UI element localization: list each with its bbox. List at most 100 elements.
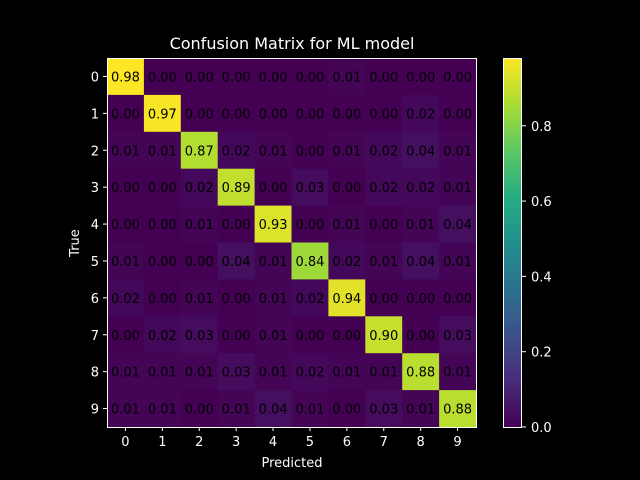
x-tick-label-7: 7: [380, 435, 388, 450]
heatmap-cell-r6-c1: [143, 279, 182, 317]
heatmap-cell-r1-c4: [254, 94, 293, 133]
cell-label-r1-c4: 0.00: [259, 107, 288, 122]
heatmap-cell-r2-c5: [291, 131, 329, 170]
y-tick-label-4: 4: [91, 218, 99, 233]
heatmap-cell-r8-c3: [217, 353, 256, 391]
cell-label-r7-c0: 0.00: [111, 329, 140, 344]
heatmap-cell-r4-c6: [328, 205, 366, 244]
heatmap-cell-r7-c3: [217, 316, 256, 354]
cell-label-r4-c5: 0.00: [295, 218, 324, 233]
heatmap-cell-r4-c4: [254, 205, 293, 244]
heatmap-cell-r7-c6: [328, 316, 366, 354]
heatmap-cell-r0-c6: [328, 58, 366, 96]
heatmap-cell-r7-c2: [180, 316, 219, 354]
x-tick-label-9: 9: [453, 435, 461, 450]
cell-label-r1-c6: 0.00: [332, 107, 361, 122]
cell-label-r8-c4: 0.01: [259, 366, 288, 381]
heatmap-cell-r1-c7: [365, 94, 403, 133]
y-axis-ticks: 0 1 2 3 4 5 6 7 8 9: [91, 70, 107, 418]
cell-label-r8-c8: 0.88: [406, 366, 435, 381]
heatmap-cell-r3-c6: [328, 168, 366, 207]
heatmap-cell-r5-c3: [217, 242, 256, 280]
cell-label-r3-c8: 0.02: [406, 181, 435, 196]
cell-label-r1-c3: 0.00: [222, 107, 251, 122]
x-tick-label-1: 1: [158, 435, 166, 450]
cell-label-r4-c4: 0.93: [259, 218, 288, 233]
cell-label-r4-c3: 0.00: [222, 218, 251, 233]
cell-label-r1-c7: 0.00: [369, 107, 398, 122]
cell-label-r5-c7: 0.01: [369, 255, 398, 270]
heatmap-cell-r7-c8: [402, 316, 440, 354]
cell-label-r2-c1: 0.01: [148, 144, 177, 159]
cell-label-r4-c6: 0.01: [332, 218, 361, 233]
cell-label-r3-c3: 0.89: [222, 181, 251, 196]
cell-label-r2-c7: 0.02: [369, 144, 398, 159]
cell-label-r9-c2: 0.00: [185, 403, 214, 418]
heatmap-cell-r8-c1: [143, 353, 182, 391]
heatmap-cell-r2-c0: [107, 131, 145, 170]
cell-label-r7-c5: 0.00: [295, 329, 324, 344]
x-tick-label-0: 0: [121, 435, 129, 450]
heatmap-cell-r2-c9: [439, 131, 477, 170]
heatmap-cell-r2-c6: [328, 131, 366, 170]
x-tick-label-4: 4: [269, 435, 277, 450]
cell-label-r9-c4: 0.04: [259, 403, 288, 418]
heatmap-cell-r0-c5: [291, 58, 329, 96]
heatmap-cell-r3-c7: [365, 168, 403, 207]
heatmap-cell-r6-c5: [291, 279, 329, 317]
heatmap-cell-r2-c4: [254, 131, 293, 170]
heatmap-cell-r6-c3: [217, 279, 256, 317]
heatmap-cell-r8-c9: [439, 353, 477, 391]
cell-label-r2-c2: 0.87: [185, 144, 214, 159]
heatmap-cell-r0-c8: [402, 58, 440, 96]
heatmap-cell-r1-c0: [107, 94, 145, 133]
cell-label-r0-c9: 0.00: [443, 70, 472, 85]
colorbar-tick-label-0: 0.0: [531, 421, 552, 436]
cell-label-r5-c4: 0.01: [259, 255, 288, 270]
heatmap-cell-r8-c2: [180, 353, 219, 391]
cell-label-r3-c4: 0.00: [259, 181, 288, 196]
cell-label-r0-c5: 0.00: [295, 70, 324, 85]
heatmap-cell-r6-c0: [107, 279, 145, 317]
heatmap-cell-r9-c6: [328, 390, 366, 428]
y-axis-label: True: [68, 229, 83, 258]
cell-label-r5-c1: 0.00: [148, 255, 177, 270]
heatmap-cell-r1-c8: [402, 94, 440, 133]
cell-label-r3-c1: 0.00: [148, 181, 177, 196]
heatmap-cell-r4-c2: [180, 205, 219, 244]
heatmap-cell-r5-c8: [402, 242, 440, 280]
cell-label-r4-c1: 0.00: [148, 218, 177, 233]
cell-label-r8-c5: 0.02: [295, 366, 324, 381]
cell-label-r0-c1: 0.00: [148, 70, 177, 85]
cell-label-r0-c6: 0.01: [332, 70, 361, 85]
heatmap-cell-r8-c8: [402, 353, 440, 391]
y-tick-label-9: 9: [91, 403, 99, 418]
y-tick-label-0: 0: [91, 70, 99, 85]
x-axis-ticks: 0 1 2 3 4 5 6 7 8 9: [121, 427, 462, 450]
y-tick-label-8: 8: [91, 366, 99, 381]
cell-label-r9-c6: 0.00: [332, 403, 361, 418]
cell-label-r9-c7: 0.03: [369, 403, 398, 418]
heatmap-cell-r9-c8: [402, 390, 440, 428]
heatmap-cell-r4-c9: [439, 205, 477, 244]
cell-label-r5-c0: 0.01: [111, 255, 140, 270]
heatmap-cell-r7-c9: [439, 316, 477, 354]
y-tick-label-6: 6: [91, 292, 99, 307]
cell-label-r0-c7: 0.00: [369, 70, 398, 85]
cell-label-r5-c5: 0.84: [295, 255, 324, 270]
heatmap-cells: [107, 58, 477, 428]
chart-title: Confusion Matrix for ML model: [170, 34, 415, 53]
colorbar: [503, 58, 522, 427]
cell-label-r3-c7: 0.02: [369, 181, 398, 196]
heatmap-cell-r4-c1: [143, 205, 182, 244]
heatmap-cell-r0-c9: [439, 58, 477, 96]
cell-label-r1-c8: 0.02: [406, 107, 435, 122]
heatmap-cell-r6-c9: [439, 279, 477, 317]
heatmap-cell-r5-c6: [328, 242, 366, 280]
heatmap-cell-r8-c6: [328, 353, 366, 391]
cell-label-r2-c6: 0.01: [332, 144, 361, 159]
cell-label-r6-c5: 0.02: [295, 292, 324, 307]
cell-label-r5-c3: 0.04: [222, 255, 251, 270]
heatmap-cell-r4-c5: [291, 205, 329, 244]
x-tick-label-5: 5: [306, 435, 314, 450]
